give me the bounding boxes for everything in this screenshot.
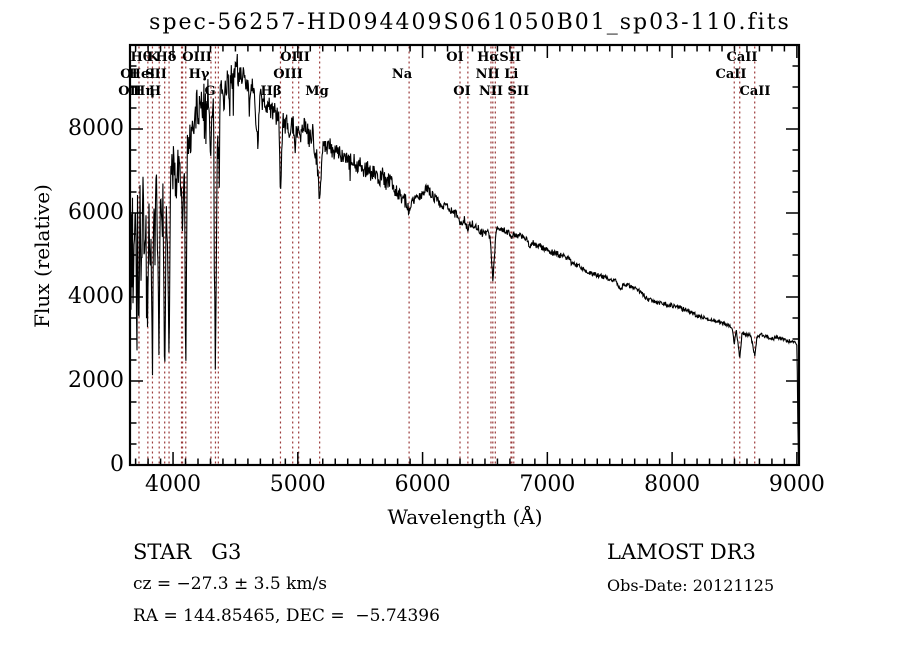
annotation-radec: RA = 144.85465, DEC = −5.74396 (133, 606, 440, 626)
spectral-line-label: NII Li (475, 67, 519, 82)
spectrum-curve (129, 53, 800, 463)
spectral-line-label: H (148, 84, 162, 99)
x-tick-label: 8000 (644, 472, 701, 497)
spectrum-title: spec-56257-HD094409S061050B01_sp03-110.f… (149, 10, 791, 35)
spectral-line-label: OIII (182, 50, 212, 65)
annotation-star-class: STAR G3 (133, 540, 242, 564)
spectral-line-label: Hδ (155, 50, 177, 65)
y-axis-label: Flux (relative) (30, 184, 54, 328)
y-tick-label: 2000 (68, 368, 124, 393)
spectral-line-label: Hβ (260, 84, 282, 99)
x-tick-label: 6000 (394, 472, 451, 497)
spectral-line-label: HαSII (477, 50, 521, 65)
spectral-line-label: OIII (280, 50, 310, 65)
spectral-line-label: Na (391, 67, 413, 82)
spectral-line-label: OI (453, 84, 471, 99)
spectral-line-label: Hη (133, 84, 155, 99)
spectral-line-label: G (204, 84, 216, 99)
x-tick-label: 5000 (269, 472, 326, 497)
spectral-line-label: OIII (273, 67, 303, 82)
y-tick-label: 8000 (68, 116, 124, 141)
annotation-survey: LAMOST DR3 (607, 540, 756, 564)
spectral-line-label: Mg (305, 84, 329, 99)
annotation-cz: cz = −27.3 ± 3.5 km/s (133, 574, 327, 594)
x-tick-label: 4000 (145, 472, 202, 497)
y-tick-label: 6000 (68, 200, 124, 225)
y-tick-label: 0 (110, 452, 124, 477)
annotation-obs-date: Obs-Date: 20121125 (607, 576, 775, 595)
x-tick-label: 9000 (768, 472, 825, 497)
spectral-line-label: CaII (739, 84, 771, 99)
y-tick-label: 4000 (68, 284, 124, 309)
spectral-line-label: HeI (128, 67, 156, 82)
spectral-line-label: OI (120, 67, 138, 82)
spectral-line-label: SII (145, 67, 167, 82)
spectral-line-label: OII (118, 84, 142, 99)
spectral-line-label: Hθ (130, 50, 152, 65)
spectral-line-label: Hγ (188, 67, 210, 82)
x-axis-label: Wavelength (Å) (387, 505, 543, 529)
x-tick-label: 7000 (519, 472, 576, 497)
spectral-line-label: K (147, 50, 159, 65)
spectral-line-label: CaII (715, 67, 747, 82)
spectral-line-label: NII SII (478, 84, 530, 99)
spectral-line-label: CaII (726, 50, 758, 65)
spectral-line-label: OI (446, 50, 464, 65)
